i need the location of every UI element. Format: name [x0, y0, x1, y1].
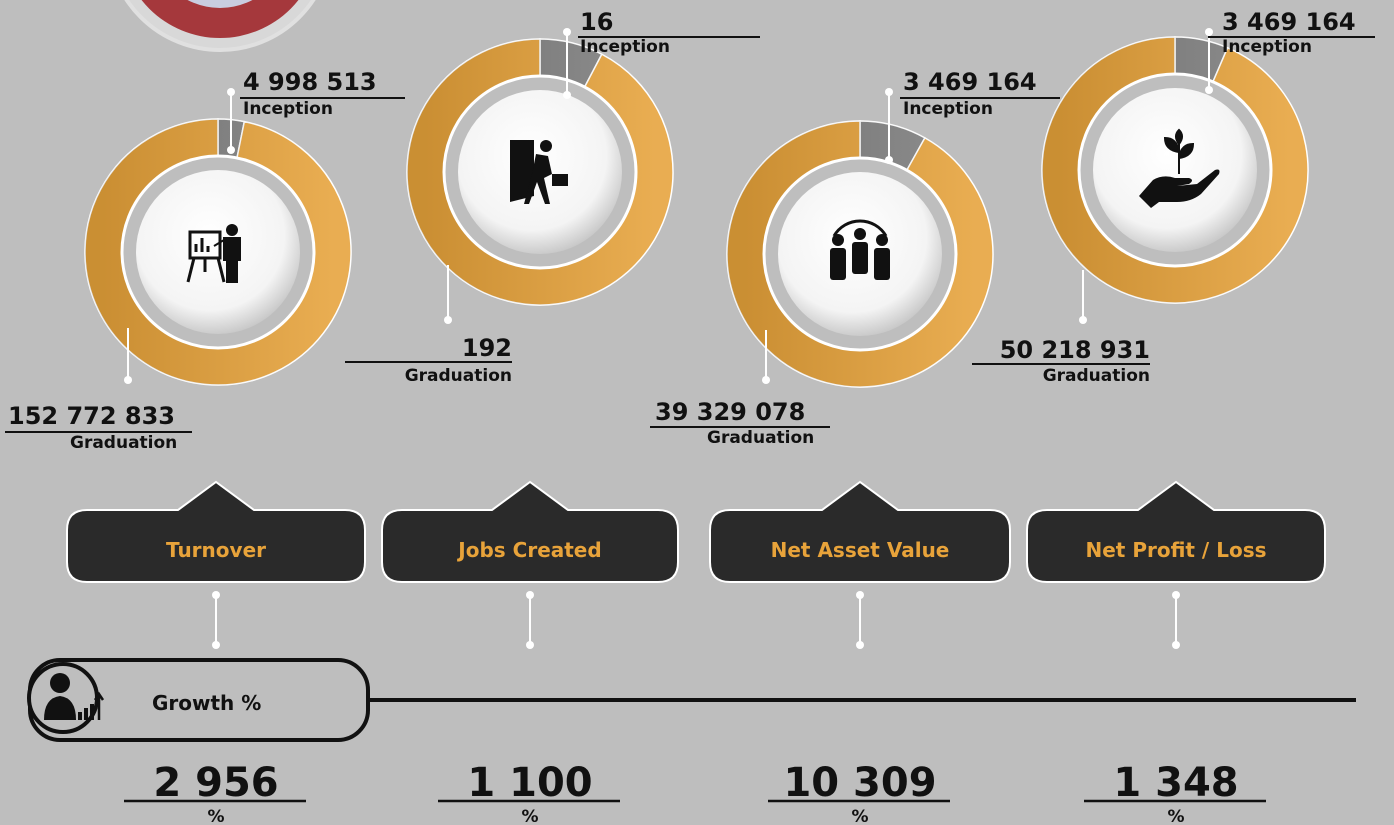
icon [832, 219, 888, 237]
growth-value: 1 348 [1113, 760, 1238, 806]
growth-unit: % [207, 807, 224, 825]
icon [1139, 169, 1220, 208]
growth-value: 1 100 [467, 760, 592, 806]
title-box [381, 480, 679, 583]
growth-unit: % [851, 807, 868, 825]
leader-dot [856, 641, 864, 649]
growth-value: 2 956 [153, 760, 278, 806]
leader-dot [762, 376, 770, 384]
value-label: 192 [462, 334, 512, 362]
leader-dot [885, 88, 893, 96]
category-label: Inception [1222, 37, 1312, 57]
ball [136, 170, 300, 334]
icon [852, 242, 868, 274]
icon [213, 237, 241, 283]
icon [874, 248, 890, 280]
leader-dot [212, 641, 220, 649]
icon [226, 224, 238, 236]
profile-photo [124, 0, 316, 52]
icon [1163, 128, 1195, 174]
leader-dot [563, 28, 571, 36]
category-label: Graduation [405, 366, 512, 386]
chart-title: Net Asset Value [771, 538, 950, 562]
leader-dot [444, 316, 452, 324]
icon [510, 140, 534, 202]
category-label: Graduation [1043, 366, 1150, 386]
icon [510, 140, 568, 204]
category-label: Graduation [707, 428, 814, 448]
leader-dot [856, 591, 864, 599]
chart-title: Turnover [166, 538, 266, 562]
growth-bar [27, 658, 1356, 742]
leader-dot [1172, 641, 1180, 649]
icon [524, 154, 552, 204]
leader-dot [1079, 316, 1087, 324]
category-label: Inception [903, 99, 993, 119]
value-label: 3 469 164 [1222, 8, 1356, 36]
leader-dot [1205, 28, 1213, 36]
growth-unit: % [521, 807, 538, 825]
leader-dot [212, 591, 220, 599]
value-label: 152 772 833 [8, 402, 175, 430]
icon [830, 219, 890, 280]
icon [186, 238, 226, 283]
leader-dot [124, 376, 132, 384]
title-box [1026, 480, 1326, 583]
title-box [66, 480, 366, 583]
value-label: 4 998 513 [243, 68, 377, 96]
leader-dot [1172, 591, 1180, 599]
icon [876, 234, 888, 246]
icon [1139, 128, 1220, 208]
title-box [709, 480, 1011, 583]
value-label: 50 218 931 [1000, 336, 1150, 364]
category-label: Inception [243, 99, 333, 119]
chart-title: Net Profit / Loss [1086, 538, 1267, 562]
chart-title: Jobs Created [456, 538, 601, 562]
donut-shade [85, 119, 351, 385]
leader-dot [563, 91, 571, 99]
icon [830, 248, 846, 280]
leader-dot [227, 146, 235, 154]
category-label: Graduation [70, 433, 177, 453]
leader-dot [885, 156, 893, 164]
ball [1093, 88, 1257, 252]
value-label: 16 [580, 8, 613, 36]
category-label: Inception [580, 37, 670, 57]
value-label: 39 329 078 [655, 398, 805, 426]
leader-dot [1205, 86, 1213, 94]
icon [832, 234, 844, 246]
donut-shade [727, 121, 993, 387]
leader-dot [526, 591, 534, 599]
leader-dot [227, 88, 235, 96]
growth-value: 10 309 [783, 760, 936, 806]
icon [540, 140, 552, 152]
leader-dot [526, 641, 534, 649]
donut-shade [407, 39, 673, 305]
icon [186, 224, 241, 283]
icon [854, 228, 866, 240]
growth-unit: % [1167, 807, 1184, 825]
value-label: 3 469 164 [903, 68, 1037, 96]
icon [552, 174, 568, 186]
donut-shade [1042, 37, 1308, 303]
growth-label: Growth % [152, 691, 261, 715]
